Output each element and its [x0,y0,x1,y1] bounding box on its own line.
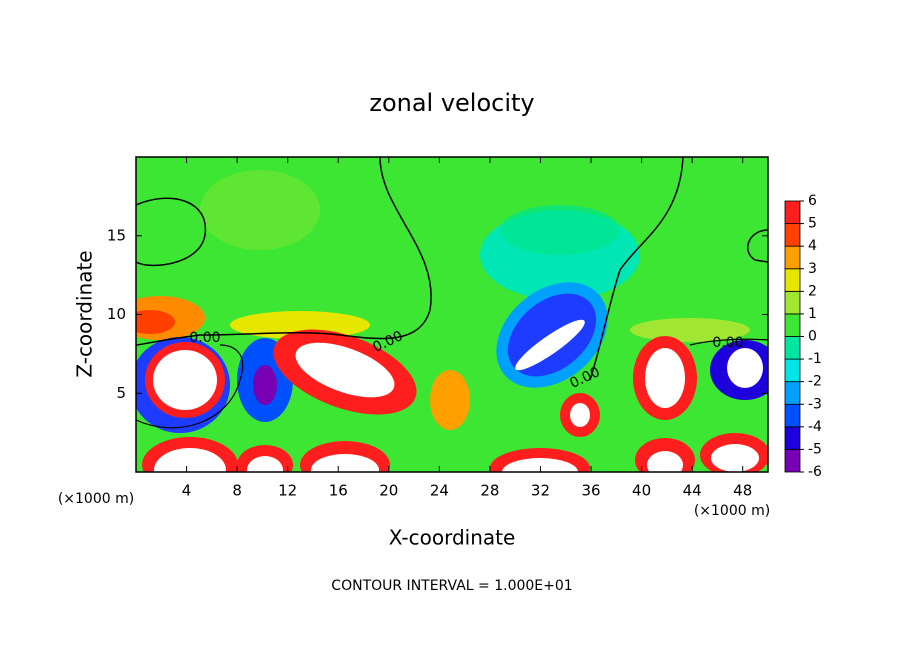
colorbar-label: 6 [808,193,817,209]
y-tick-label: 15 [107,226,126,244]
colorbar-label: -5 [808,441,822,457]
colorbar-label: 5 [808,216,817,232]
x-tick-label: 4 [182,482,192,500]
x-tick-label: 32 [531,482,550,500]
contour-field [136,157,768,472]
colorbar-band [784,403,801,428]
colorbar-band [784,245,801,270]
colorbar-band [784,200,801,224]
colorbar-label: 1 [808,306,817,322]
x-unit: (×1000 m) [694,503,770,519]
y-axis-label: Z-coordinate [73,250,97,377]
x-tick-label: 28 [480,482,499,500]
colorbar-label: -3 [808,396,822,412]
x-tick-label: 20 [379,482,398,500]
colorbar-label: -6 [808,464,822,480]
colorbar-label: 4 [808,238,817,254]
colorbar-band [784,336,801,360]
x-tick-label: 44 [683,482,702,500]
colorbar-band [784,381,801,405]
x-tick-label: 48 [733,482,752,500]
colorbar-label: -4 [808,419,822,435]
colorbar-band [784,449,801,473]
y-unit: (×1000 m) [58,491,134,507]
x-tick-label: 40 [632,482,651,500]
colorbar-band [784,313,801,337]
colorbar-band [784,290,801,315]
x-tick-label: 12 [278,482,297,500]
footer-note: CONTOUR INTERVAL = 1.000E+01 [331,578,572,594]
contour-label: 0.00 [189,330,220,346]
x-tick-label: 24 [430,482,449,500]
colorbar-label: -1 [808,351,822,367]
colorbar-band [784,426,801,450]
x-tick-label: 36 [581,482,600,500]
chart-title: zonal velocity [369,89,534,117]
y-tick-label: 10 [107,305,126,323]
x-tick-label: 8 [232,482,242,500]
colorbar-label: 2 [808,283,817,299]
colorbar-band [784,268,801,292]
contour-label: 0.00 [712,335,743,351]
colorbar-label: 3 [808,261,817,277]
colorbar-band [784,358,801,383]
x-axis-label: X-coordinate [389,526,516,550]
colorbar-band [784,223,801,247]
colorbar-label: -2 [808,374,822,390]
colorbar-label: 0 [808,329,817,345]
x-tick-label: 16 [329,482,348,500]
y-tick-label: 5 [116,384,126,402]
